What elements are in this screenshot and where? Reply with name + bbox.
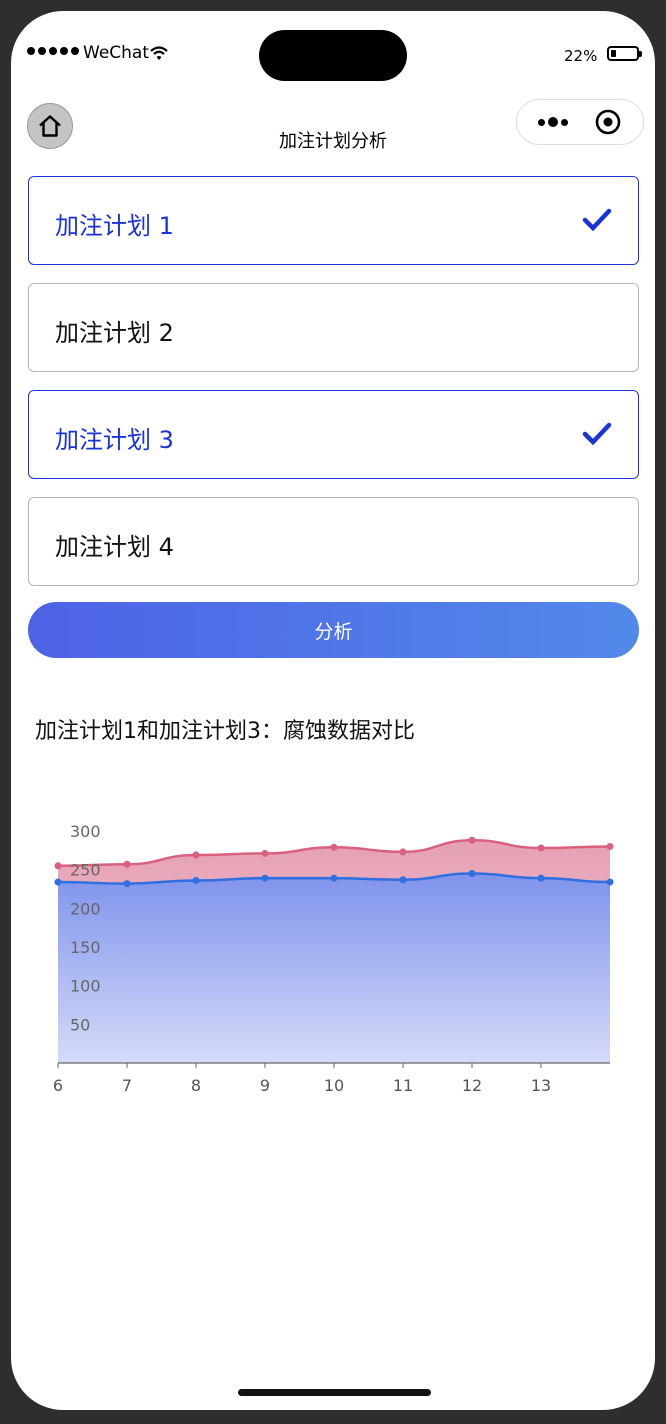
plan-item-4[interactable]: 加注计划 4 (28, 497, 639, 586)
plan-label: 加注计划 4 (55, 533, 174, 561)
plan-item-1[interactable]: 加注计划 1 (28, 176, 639, 265)
plan-list: 加注计划 1 加注计划 2 加注计划 3 加注计划 4 (28, 176, 639, 604)
data-point-2-1 (123, 880, 131, 888)
data-point-1-2 (192, 851, 200, 859)
data-point-1-6 (468, 836, 476, 844)
dynamic-island (259, 30, 407, 81)
data-point-1-7 (537, 844, 545, 852)
y-tick-label: 300 (70, 822, 101, 841)
nav-bar: 加注计划分析 (11, 99, 655, 155)
data-point-2-8 (606, 878, 614, 886)
signal-icon (27, 47, 79, 55)
check-icon (582, 208, 612, 232)
y-tick-label: 100 (70, 977, 101, 996)
page-title: 加注计划分析 (279, 131, 387, 152)
mini-program-capsule (516, 99, 644, 145)
x-tick-label: 9 (260, 1076, 270, 1095)
plan-label: 加注计划 1 (55, 212, 174, 240)
data-point-2-2 (192, 876, 200, 884)
data-point-1-3 (261, 849, 269, 857)
wifi-icon (150, 46, 168, 60)
home-indicator (238, 1389, 431, 1396)
analyze-button[interactable]: 分析 (28, 602, 639, 658)
data-point-2-7 (537, 874, 545, 882)
x-tick-label: 13 (531, 1076, 551, 1095)
status-bar: WeChat 22% (11, 11, 655, 91)
data-point-2-5 (399, 876, 407, 884)
data-point-1-8 (606, 842, 614, 850)
plan-label: 加注计划 3 (55, 426, 174, 454)
data-point-2-3 (261, 874, 269, 882)
data-point-1-4 (330, 843, 338, 851)
carrier-name: WeChat (83, 43, 149, 63)
data-point-1-5 (399, 848, 407, 856)
plan-item-2[interactable]: 加注计划 2 (28, 283, 639, 372)
data-point-2-4 (330, 874, 338, 882)
phone-screen: WeChat 22% 加注计划分析 加注计划 1 (11, 11, 655, 1410)
series-area-2 (58, 873, 610, 1063)
close-target-icon[interactable] (594, 108, 622, 136)
more-icon[interactable] (538, 117, 568, 127)
plan-label: 加注计划 2 (55, 319, 174, 347)
x-tick-label: 10 (324, 1076, 344, 1095)
battery-icon (607, 46, 642, 61)
data-point-2-6 (468, 870, 476, 878)
data-point-1-0 (54, 862, 62, 870)
x-tick-label: 12 (462, 1076, 482, 1095)
home-button[interactable] (27, 103, 73, 149)
x-tick-label: 6 (53, 1076, 63, 1095)
x-tick-label: 8 (191, 1076, 201, 1095)
data-point-1-1 (123, 860, 131, 868)
home-icon (39, 115, 61, 137)
x-tick-label: 11 (393, 1076, 413, 1095)
comparison-area-chart: 6 7 8 9 10 11 12 13 50 100 150 200 250 300 (53, 822, 614, 1095)
check-icon (582, 422, 612, 446)
chart-title: 加注计划1和加注计划3：腐蚀数据对比 (35, 719, 415, 744)
battery-percent: 22% (564, 47, 598, 65)
y-tick-label: 50 (70, 1015, 90, 1034)
data-point-2-0 (54, 878, 62, 886)
y-tick-label: 250 (70, 861, 101, 880)
y-tick-label: 150 (70, 938, 101, 957)
plan-item-3[interactable]: 加注计划 3 (28, 390, 639, 479)
y-tick-label: 200 (70, 899, 101, 918)
x-tick-label: 7 (122, 1076, 132, 1095)
